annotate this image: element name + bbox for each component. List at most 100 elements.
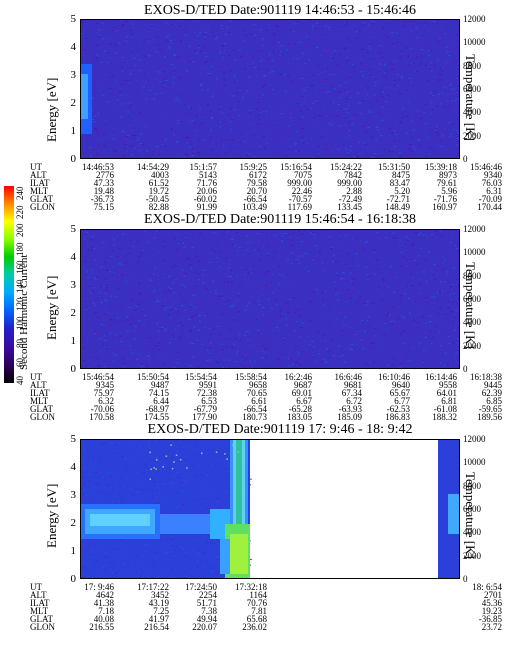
spectrogram-pixel: [82, 476, 85, 478]
spectrogram-pixel: [365, 77, 368, 79]
spectrogram-pixel: [168, 290, 171, 292]
spectrogram-pixel: [145, 142, 148, 144]
spectrogram-pixel: [150, 468, 152, 471]
spectrogram-pixel: [417, 231, 420, 233]
spectrogram-pixel: [141, 363, 143, 365]
spectrogram-pixel: [212, 571, 215, 573]
spectrogram-pixel: [173, 461, 175, 463]
spectrogram-pixel: [439, 103, 442, 105]
spectrogram-pixel: [171, 284, 174, 286]
spectrogram-pixel: [412, 80, 415, 82]
spectrogram-pixel: [281, 353, 284, 355]
spectrogram-pixel: [121, 358, 124, 360]
spectrogram-pixel: [434, 325, 437, 327]
spectrogram-pixel: [345, 264, 348, 265]
spectrogram-pixel: [200, 85, 203, 86]
spectrogram-pixel: [121, 103, 124, 105]
spectrogram-pixel: [344, 156, 347, 158]
spectrogram-pixel: [379, 44, 382, 46]
spectrogram-pixel: [403, 25, 406, 27]
spectrogram-pixel: [154, 93, 157, 95]
spectrogram-pixel: [368, 151, 371, 153]
spectrogram-pixel: [344, 234, 347, 236]
spectrogram-pixel: [197, 139, 200, 141]
spectrogram-pixel: [452, 43, 455, 45]
panel-1-ylabel-right: Temperature [K]: [463, 54, 478, 141]
spectrogram-pixel: [239, 284, 241, 286]
spectrogram-pixel: [220, 85, 222, 87]
spectrogram-pixel: [323, 359, 325, 361]
spectrogram-pixel: [120, 83, 123, 85]
spectrogram-pixel: [109, 247, 112, 249]
spectrogram-pixel: [231, 237, 233, 239]
spectrogram-pixel: [414, 148, 416, 150]
spectrogram-pixel: [175, 334, 178, 336]
spectrogram-pixel: [345, 137, 348, 139]
spectrogram-pixel: [423, 360, 425, 362]
spectrogram-pixel: [113, 341, 116, 343]
spectrogram-pixel: [168, 342, 171, 344]
spectrogram-pixel: [110, 442, 113, 444]
spectrogram-pixel: [178, 443, 181, 445]
spectrogram-pixel: [221, 241, 224, 243]
spectrogram-pixel: [178, 477, 181, 479]
spectrogram-pixel: [394, 87, 397, 89]
spectrogram-pixel: [302, 322, 305, 324]
y-tick-right: 8000: [463, 270, 481, 281]
spectrogram-pixel: [379, 238, 381, 240]
spectrogram-pixel: [454, 359, 457, 361]
spectrogram-pixel: [178, 336, 181, 338]
ephemeris-row: GLON 75.15 82.88 91.99 103.49 117.69 133.45 148…: [30, 203, 502, 212]
spectrogram-pixel: [176, 141, 179, 143]
spectrogram-pixel: [349, 348, 351, 350]
spectrogram-pixel: [169, 309, 172, 311]
spectrogram-pixel: [142, 144, 145, 146]
spectrogram-pixel: [409, 23, 411, 25]
spectrogram-pixel: [137, 349, 140, 351]
spectrogram-pixel: [300, 254, 303, 256]
spectrogram-pixel: [132, 245, 135, 247]
spectrogram-pixel: [376, 231, 379, 233]
spectrogram-pixel: [230, 93, 233, 95]
spectrogram-pixel: [448, 342, 451, 344]
spectrogram-pixel: [453, 258, 456, 260]
ephemeris-value: -65.28: [288, 404, 312, 414]
spectrogram-pixel: [256, 233, 259, 234]
spectrogram-pixel: [244, 355, 247, 356]
spectrogram-pixel: [295, 230, 298, 232]
spectrogram-pixel: [300, 40, 303, 42]
spectrogram-pixel: [167, 442, 170, 444]
spectrogram-pixel: [246, 235, 249, 237]
spectrogram-pixel: [353, 156, 356, 157]
y-tick-left: 1: [70, 545, 77, 557]
spectrogram-pixel: [303, 101, 306, 103]
spectrogram-pixel: [364, 310, 367, 312]
spectrogram-pixel: [293, 23, 296, 25]
spectrogram-pixel: [151, 564, 154, 566]
spectrogram-pixel: [151, 348, 154, 349]
spectrogram-pixel: [401, 77, 403, 78]
spectrogram-pixel: [380, 135, 383, 136]
spectrogram-pixel: [101, 343, 104, 345]
spectrogram-pixel: [130, 574, 133, 576]
spectrogram-pixel: [366, 301, 369, 302]
spectrogram-pixel: [428, 29, 431, 31]
spectrogram-pixel: [454, 354, 457, 356]
spectrogram-pixel: [231, 86, 234, 88]
spectrogram-pixel: [208, 359, 211, 361]
spectrogram-pixel: [187, 257, 190, 259]
spectrogram-pixel: [186, 278, 189, 280]
spectrogram-pixel: [112, 277, 115, 279]
spectrogram-pixel: [351, 139, 354, 141]
spectrogram-pixel: [222, 54, 225, 56]
spectrogram-pixel: [190, 267, 192, 269]
spectrogram-pixel: [199, 508, 202, 510]
spectrogram-pixel: [228, 329, 231, 330]
spectrogram-pixel: [388, 127, 391, 129]
ephemeris-value: 76.03: [481, 178, 502, 188]
spectrogram-pixel: [161, 92, 164, 94]
spectrogram-pixel: [220, 84, 223, 86]
spectrogram-pixel: [296, 247, 298, 249]
spectrogram-pixel: [381, 56, 384, 58]
spectrogram-pixel: [361, 100, 364, 102]
